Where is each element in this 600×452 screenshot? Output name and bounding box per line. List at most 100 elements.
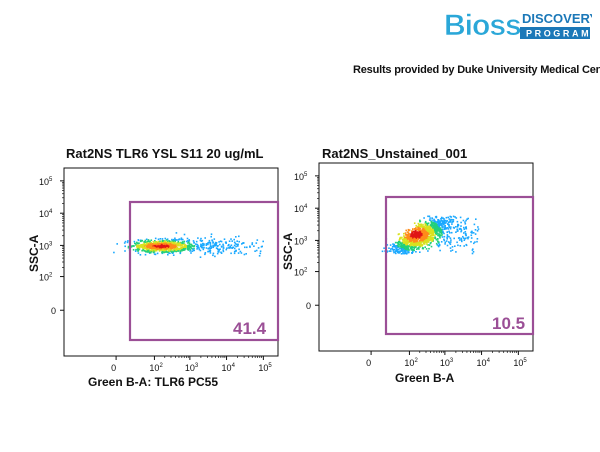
population-dot [162,245,164,247]
population-dot [153,245,156,247]
population-dot [236,240,238,242]
population-dot [451,221,453,224]
population-dot [195,240,198,243]
population-dot [155,249,158,252]
population-dot [188,242,191,245]
population-dot [201,246,204,249]
population-dot [402,252,404,255]
population-dot [440,220,442,222]
population-dot [446,234,449,236]
population-dot [467,237,469,240]
population-dot [424,236,426,238]
population-dot [215,247,218,249]
population-dot [428,244,431,246]
population-dot [141,239,144,242]
population-dot [132,249,135,251]
population-dot [448,235,450,238]
population-dot [144,241,147,243]
population-dot [212,254,214,257]
population-dot [414,234,417,236]
population-dot [419,235,422,238]
population-dot [424,227,426,229]
population-dot [403,235,405,237]
population-dot [149,249,152,252]
population-dot [427,222,430,224]
population-dot [456,228,458,231]
population-dot [192,249,195,252]
population-dot [407,249,409,251]
population-dot [184,244,186,246]
population-dot [415,233,418,235]
population-dot [444,241,447,244]
population-dot [136,244,138,247]
population-dot [171,246,173,249]
population-dot [407,233,410,235]
population-dot [417,242,419,244]
population-dot [176,248,179,251]
population-dot [426,224,429,226]
population-dot [408,240,411,242]
population-dot [408,229,411,231]
population-dot [429,230,431,233]
population-dot [216,252,219,255]
population-dot [411,235,414,238]
population-dot [199,245,202,247]
population-dot [233,241,236,244]
y-tick-label: 0 [306,301,311,311]
population-dot [413,231,415,233]
population-dot [205,247,208,249]
population-dot [413,234,416,236]
population-dot [222,249,224,251]
population-dot [139,254,142,256]
population-dot [227,244,229,247]
population-dot [234,242,237,245]
population-dot [430,229,432,231]
population-dot [416,241,418,243]
population-dot [425,236,428,239]
population-dot [410,243,412,246]
population-dot [425,224,427,226]
population-dot [410,248,413,250]
population-dot [417,247,419,250]
population-dot [152,251,155,254]
population-dot [431,234,433,237]
population-dot [417,237,419,240]
population-dot [383,247,385,249]
population-dot [443,220,445,223]
population-dot [137,242,139,244]
population-dot [161,247,164,250]
population-dot [164,247,166,250]
x-tick-label: 104 [477,358,491,368]
population-dot [424,220,427,223]
population-dot [463,228,466,230]
population-dot [409,235,412,237]
population-dot [434,216,437,218]
population-dot [188,248,191,250]
left-gate [128,200,280,342]
population-dot [190,252,192,254]
population-dot [184,245,187,248]
population-dot [158,249,161,251]
population-dot [406,231,409,233]
population-dot [231,247,233,249]
population-dot [413,249,415,252]
population-dot [434,237,437,240]
population-dot [167,249,170,251]
population-dot [465,226,467,228]
population-dot [143,246,146,249]
population-dot [400,244,402,247]
population-dot [405,229,407,232]
population-dot [426,239,429,241]
population-dot [407,234,410,237]
population-dot [460,230,462,233]
population-dot [425,241,428,244]
population-dot [454,245,456,247]
population-dot [165,251,168,253]
population-dot [152,240,155,243]
population-dot [135,242,137,245]
population-dot [160,240,163,243]
population-dot [403,240,406,243]
population-dot [477,228,480,230]
population-dot [426,226,429,228]
